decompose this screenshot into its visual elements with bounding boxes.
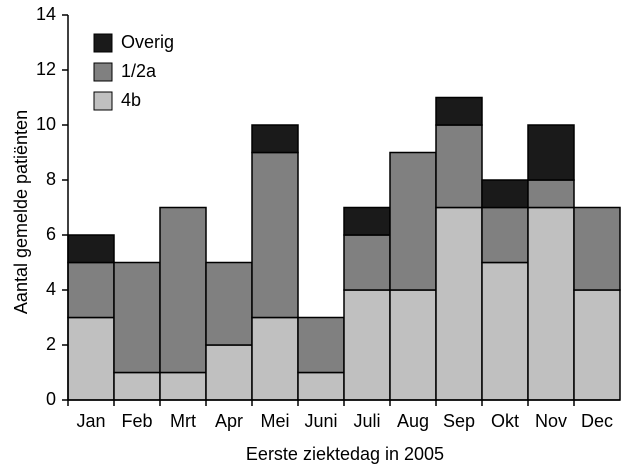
bar-segment: [113, 371, 161, 401]
x-tick-label: Feb: [121, 411, 152, 431]
bar-segment: [297, 316, 345, 374]
legend-label: 1/2a: [121, 61, 157, 81]
bar-segment: [113, 261, 161, 374]
bar-segment: [435, 206, 483, 401]
y-tick-label: 6: [46, 224, 56, 244]
bar-segment: [389, 289, 437, 401]
x-tick-label: Mrt: [170, 411, 196, 431]
bar-segment: [527, 179, 575, 209]
y-tick-label: 4: [46, 279, 56, 299]
bar-segment: [67, 261, 115, 319]
x-tick-label: Sep: [443, 411, 475, 431]
bar-segment: [251, 124, 299, 154]
bar-segment: [389, 151, 437, 291]
y-tick-label: 14: [36, 4, 56, 24]
y-tick-label: 0: [46, 389, 56, 409]
bar-segment: [435, 124, 483, 209]
bar-segment: [67, 316, 115, 401]
legend-label: Overig: [121, 32, 174, 52]
x-tick-label: Okt: [491, 411, 519, 431]
bar-segment: [205, 344, 253, 401]
legend-swatch: [93, 33, 113, 53]
x-tick-label: Nov: [535, 411, 567, 431]
legend-label: 4b: [121, 90, 141, 110]
bar-segment: [159, 206, 207, 374]
x-tick-label: Juni: [304, 411, 337, 431]
bar-segment: [205, 261, 253, 346]
bar-segment: [481, 206, 529, 264]
bar-segment: [573, 206, 621, 291]
legend-swatch: [93, 62, 113, 82]
legend-swatch: [93, 91, 113, 111]
x-tick-label: Apr: [215, 411, 243, 431]
x-tick-label: Jan: [76, 411, 105, 431]
y-tick-label: 10: [36, 114, 56, 134]
bar-segment: [251, 151, 299, 319]
bar-segment: [251, 316, 299, 401]
bar-segment: [435, 96, 483, 126]
x-tick-label: Dec: [581, 411, 613, 431]
x-tick-label: Juli: [353, 411, 380, 431]
x-tick-label: Mei: [260, 411, 289, 431]
bar-segment: [481, 261, 529, 401]
y-tick-label: 12: [36, 59, 56, 79]
x-axis-label: Eerste ziektedag in 2005: [246, 444, 444, 464]
bar-segment: [67, 234, 115, 264]
y-tick-label: 2: [46, 334, 56, 354]
bar-segment: [159, 371, 207, 401]
bar-segment: [297, 371, 345, 401]
x-tick-label: Aug: [397, 411, 429, 431]
y-axis-label: Aantal gemelde patiënten: [11, 110, 31, 314]
bar-segment: [343, 206, 391, 236]
y-tick-label: 8: [46, 169, 56, 189]
bar-segment: [527, 206, 575, 401]
bar-segment: [343, 289, 391, 401]
bar-segment: [481, 179, 529, 209]
bar-segment: [343, 234, 391, 291]
bar-segment: [573, 289, 621, 401]
bar-segment: [527, 124, 575, 181]
